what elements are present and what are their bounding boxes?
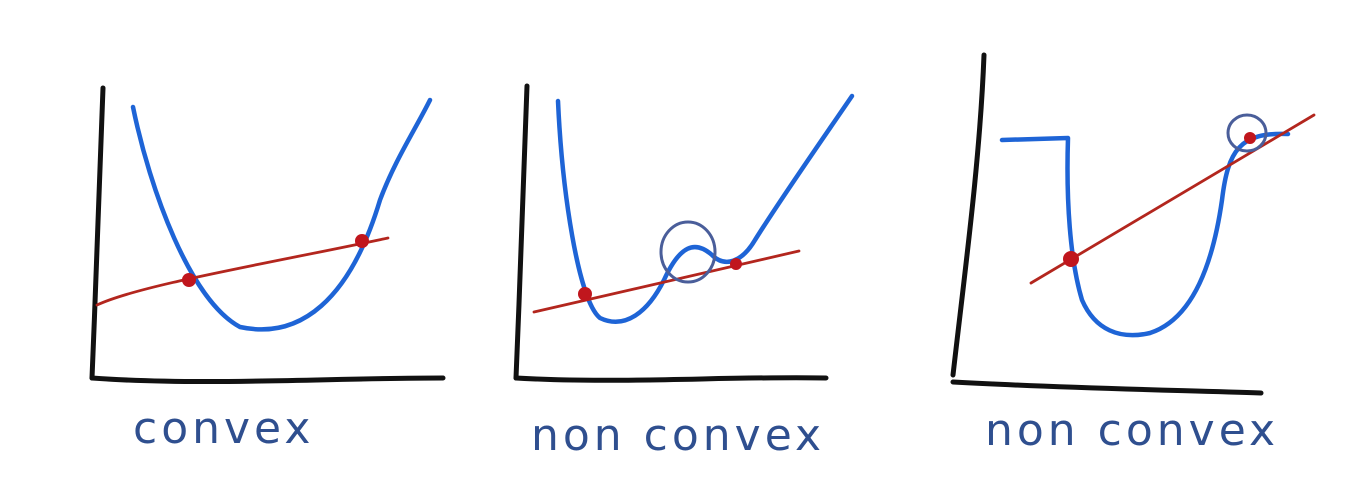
panel-2-point-right xyxy=(730,258,742,270)
panel-2-caption: non convex xyxy=(531,410,825,461)
panel-3-secant-line xyxy=(1029,113,1316,285)
panel-non-convex-1: non convex xyxy=(513,83,855,461)
panel-3-x-axis xyxy=(950,379,1264,396)
panel-3-caption: non convex xyxy=(985,405,1279,456)
panel-2-highlight-circle xyxy=(659,220,717,284)
panel-3-y-axis xyxy=(950,52,987,378)
panel-2-x-axis xyxy=(513,375,829,383)
panel-non-convex-2: non convex xyxy=(950,52,1316,456)
panel-2-y-axis xyxy=(513,83,530,381)
panel-3-step-curve xyxy=(999,131,1291,338)
panel-1-y-axis xyxy=(89,85,106,381)
panel-1-caption: convex xyxy=(133,403,314,454)
panel-1-x-axis xyxy=(89,375,446,385)
panel-1-convex-curve xyxy=(130,97,433,332)
panel-3-point-right xyxy=(1244,132,1256,144)
panel-convex: convex xyxy=(89,85,446,454)
panel-1-point-left xyxy=(182,273,196,287)
panel-3-highlight-circle xyxy=(1226,113,1268,153)
panel-2-wavy-curve xyxy=(555,93,855,324)
panel-1-secant-line xyxy=(95,236,390,307)
panel-2-secant-line xyxy=(532,249,801,314)
panel-1-point-right xyxy=(355,234,369,248)
panel-2-point-left xyxy=(578,287,592,301)
panel-3-point-left xyxy=(1063,251,1079,267)
